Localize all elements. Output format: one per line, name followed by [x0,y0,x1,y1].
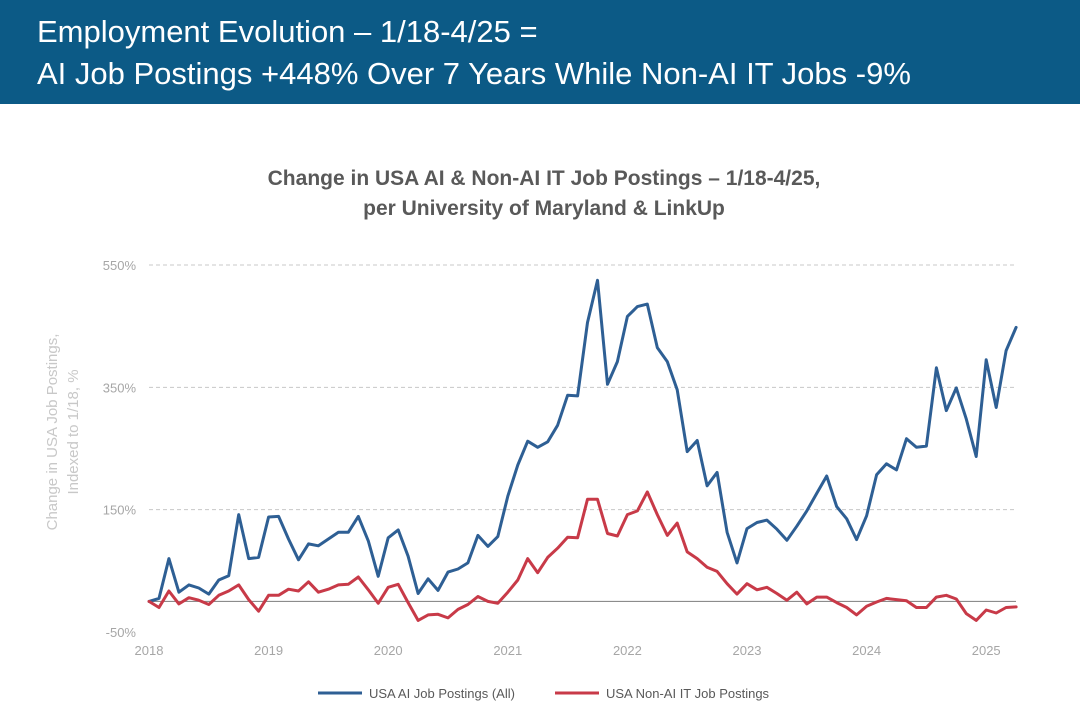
x-tick-label: 2020 [374,643,403,658]
x-tick-label: 2025 [972,643,1001,658]
x-tick-label: 2022 [613,643,642,658]
page-title-line-1: Employment Evolution – 1/18-4/25 = [37,14,538,49]
y-axis-ticks: 550% 350% 150% -50% [103,258,137,640]
x-tick-label: 2023 [733,643,762,658]
x-axis-ticks: 2018 2019 2020 2021 2022 2023 2024 2025 [135,643,1001,658]
x-tick-label: 2018 [135,643,164,658]
x-tick-label: 2024 [852,643,881,658]
x-tick-label: 2021 [493,643,522,658]
data-series [147,278,1018,622]
chart-subtitle: per University of Maryland & LinkUp [363,197,725,220]
y-tick-label: 550% [103,258,137,273]
legend: USA AI Job Postings (All) USA Non-AI IT … [318,686,770,701]
legend-label-non-ai: USA Non-AI IT Job Postings [606,686,770,701]
x-tick-label: 2019 [254,643,283,658]
y-axis-label-line-2: Indexed to 1/18, % [65,369,82,494]
series-line-ai [147,278,1018,603]
y-tick-label: -50% [106,625,137,640]
chart-title: Change in USA AI & Non-AI IT Job Posting… [267,167,821,190]
y-tick-label: 350% [103,380,137,395]
header-banner: Employment Evolution – 1/18-4/25 = AI Jo… [0,0,1080,104]
gridlines [149,264,1016,603]
y-tick-label: 150% [103,503,137,518]
y-axis-label-line-1: Change in USA Job Postings, [44,334,61,531]
series-line-non-ai [147,490,1018,622]
legend-label-ai: USA AI Job Postings (All) [369,686,515,701]
page-title-line-2: AI Job Postings +448% Over 7 Years While… [37,56,911,91]
